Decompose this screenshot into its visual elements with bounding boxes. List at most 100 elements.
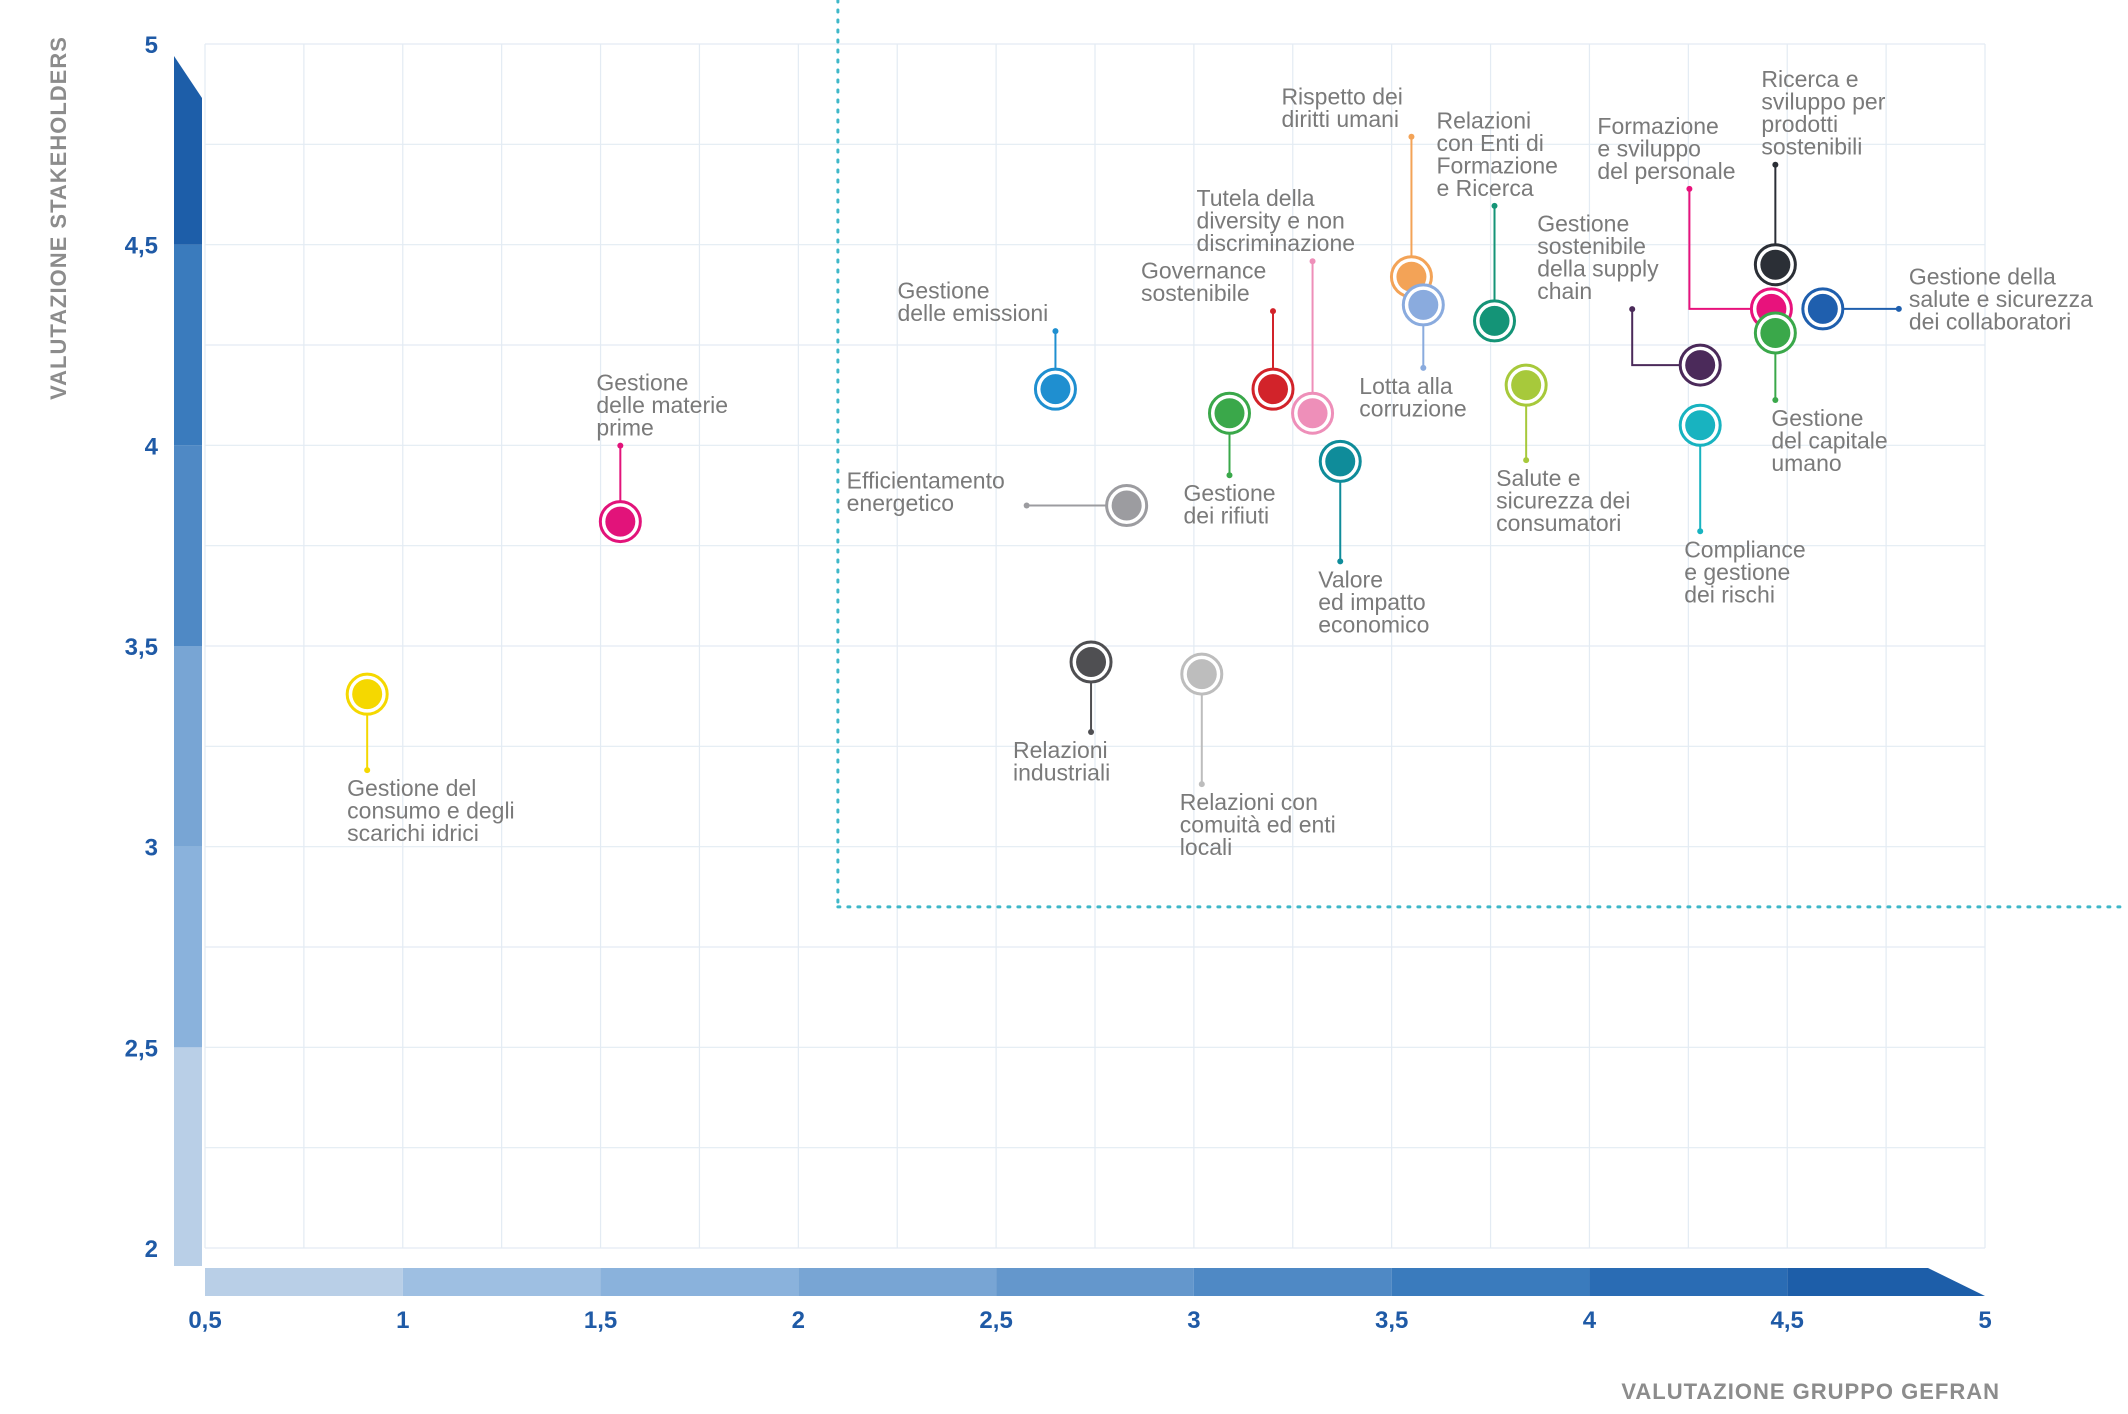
point-label-line: e Ricerca bbox=[1437, 175, 1534, 201]
x-band-segment bbox=[402, 1268, 601, 1296]
point-label-line: chain bbox=[1537, 278, 1592, 304]
point-label-line: Salute e bbox=[1496, 465, 1580, 491]
leader-dot bbox=[1270, 308, 1276, 315]
x-band-segment bbox=[1787, 1268, 1928, 1296]
x-band-segment bbox=[1589, 1268, 1788, 1296]
x-tick-label: 0,5 bbox=[188, 1307, 221, 1334]
point-label-line: Relazioni bbox=[1437, 107, 1532, 133]
point-marker bbox=[1186, 659, 1217, 690]
point-label-line: e gestione bbox=[1684, 559, 1790, 585]
point-marker bbox=[1479, 305, 1510, 336]
leader-dot bbox=[1420, 364, 1427, 371]
point-marker bbox=[1325, 446, 1356, 477]
point-label-line: prime bbox=[596, 415, 654, 441]
x-tick-label: 2,5 bbox=[979, 1307, 1012, 1334]
x-band-segment bbox=[798, 1268, 997, 1296]
point-label-line: dei rifiuti bbox=[1183, 503, 1269, 529]
x-band-arrow-tip bbox=[1928, 1268, 1985, 1296]
point-marker bbox=[352, 679, 383, 710]
x-tick-label: 2 bbox=[792, 1307, 805, 1334]
x-band-segment bbox=[1193, 1268, 1392, 1296]
leader-dot bbox=[1337, 558, 1344, 565]
point-label-line: discriminazione bbox=[1197, 230, 1356, 256]
point-label-line: Gestione bbox=[1771, 405, 1863, 431]
point-label-line: sostenibili bbox=[1761, 134, 1862, 160]
point-label-line: Relazioni con bbox=[1180, 789, 1318, 815]
point-label-line: delle materie bbox=[596, 392, 728, 418]
point-marker bbox=[1214, 398, 1245, 429]
point-label-line: locali bbox=[1180, 834, 1232, 860]
point-marker bbox=[1685, 350, 1716, 381]
x-tick-label: 1,5 bbox=[584, 1307, 617, 1334]
point-marker bbox=[1408, 289, 1439, 320]
point-label-line: Formazione bbox=[1597, 113, 1718, 139]
point-label-line: delle emissioni bbox=[897, 300, 1048, 326]
leader-dot bbox=[617, 442, 624, 449]
point-label-line: comuità ed enti bbox=[1180, 812, 1336, 838]
point-label-line: Gestione bbox=[1537, 211, 1629, 237]
point-label-line: Gestione bbox=[1183, 480, 1275, 506]
x-band-segment bbox=[600, 1268, 799, 1296]
y-axis-gradient-band bbox=[174, 56, 202, 1266]
point-label-line: ed impatto bbox=[1318, 589, 1425, 615]
point-label-line: Gestione del bbox=[347, 775, 476, 801]
leader-dot bbox=[1198, 781, 1205, 788]
point-label-line: Gestione della bbox=[1909, 263, 2056, 289]
y-tick-label: 4,5 bbox=[125, 233, 158, 260]
point-label-line: Tutela della bbox=[1197, 185, 1315, 211]
leader-dot bbox=[1686, 185, 1693, 192]
leader-dot bbox=[1023, 502, 1030, 509]
leader-dot bbox=[1052, 328, 1059, 335]
leader-dot bbox=[364, 767, 371, 774]
leader-dot bbox=[1523, 457, 1530, 464]
y-tick-label: 3 bbox=[145, 835, 158, 862]
leader-line bbox=[1688, 188, 1772, 310]
point-marker bbox=[1040, 374, 1071, 405]
point-label-line: corruzione bbox=[1359, 395, 1466, 421]
y-axis-title: VALUTAZIONE STAKEHOLDERS bbox=[46, 36, 71, 400]
point-marker bbox=[1511, 370, 1542, 401]
y-tick-label: 5 bbox=[145, 32, 158, 59]
x-band-segment bbox=[996, 1268, 1194, 1296]
point-label-line: prodotti bbox=[1761, 111, 1838, 137]
leader-dot bbox=[1629, 306, 1636, 313]
point-label-line: sviluppo per bbox=[1761, 89, 1885, 115]
point-label-line: Gestione bbox=[596, 370, 688, 396]
grid-lines bbox=[204, 43, 1986, 1249]
point-marker bbox=[1076, 647, 1107, 678]
leader-dot bbox=[1491, 202, 1498, 209]
x-tick-label: 3 bbox=[1187, 1307, 1200, 1334]
point-label-line: diversity e non bbox=[1197, 208, 1345, 234]
point-label-line: sostenibile bbox=[1141, 280, 1250, 306]
point-label-line: umano bbox=[1771, 450, 1841, 476]
x-axis-title: VALUTAZIONE GRUPPO GEFRAN bbox=[1621, 1379, 2000, 1404]
point-label-line: sicurezza dei bbox=[1496, 488, 1630, 514]
y-band-segment bbox=[174, 846, 202, 1048]
leader-dot bbox=[1408, 133, 1415, 140]
leader-dot bbox=[1697, 528, 1704, 535]
x-axis-ticks: 0,5 1 1,5 2 2,5 3 3,5 4 4,5 5 bbox=[188, 1307, 1991, 1334]
threshold-lines bbox=[836, 0, 2126, 909]
point-label-line: Relazioni bbox=[1013, 737, 1108, 763]
leader-dot bbox=[1088, 729, 1095, 736]
x-tick-label: 4 bbox=[1583, 1307, 1597, 1334]
point-marker bbox=[1685, 410, 1716, 441]
point-label-line: Valore bbox=[1318, 566, 1383, 592]
point-label-line: Formazione bbox=[1437, 152, 1558, 178]
leader-dot bbox=[1895, 305, 1902, 312]
point-label-line: Ricerca e bbox=[1761, 66, 1858, 92]
leader-dot bbox=[1772, 161, 1779, 168]
